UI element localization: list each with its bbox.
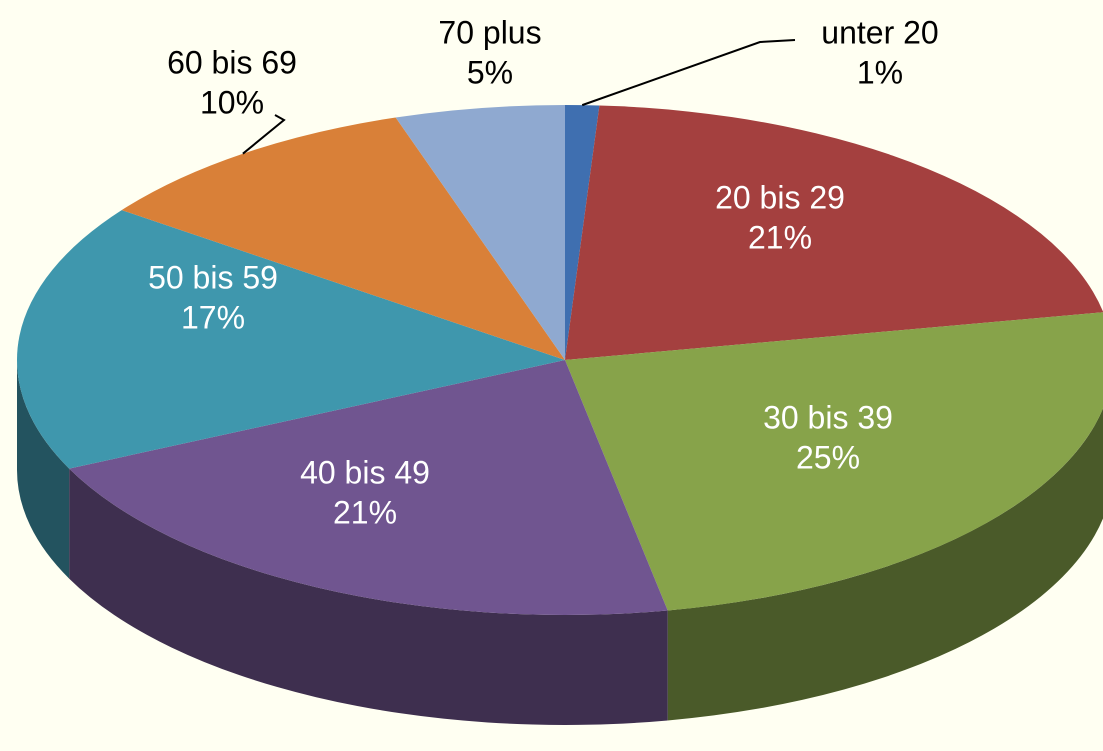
slice <box>565 105 600 360</box>
slice-label: 40 bis 49 <box>300 454 430 490</box>
slice-value-label: 21% <box>748 219 812 255</box>
slice <box>16 210 566 469</box>
slice-side <box>667 408 1103 721</box>
leader-line <box>581 39 796 107</box>
slice-side <box>17 360 70 579</box>
slice <box>121 117 565 360</box>
slice-value-label: 1% <box>857 54 903 90</box>
slice-label: 20 bis 29 <box>715 179 845 215</box>
slice <box>69 360 668 616</box>
slice-value-label: 21% <box>333 494 397 530</box>
leader-line <box>242 114 286 155</box>
slice-label: unter 20 <box>821 14 938 50</box>
slice-value-label: 5% <box>467 54 513 90</box>
slice <box>395 105 565 360</box>
slice-value-label: 25% <box>796 439 860 475</box>
slice-label: 70 plus <box>438 14 541 50</box>
slice-value-label: 10% <box>200 84 264 120</box>
slice-label: 30 bis 39 <box>763 399 893 435</box>
slice-label: 60 bis 69 <box>167 44 297 80</box>
slice-side <box>69 468 668 726</box>
slice <box>565 312 1103 611</box>
slice <box>565 105 1103 360</box>
slice-value-label: 17% <box>181 299 245 335</box>
slice-label: 50 bis 59 <box>148 259 278 295</box>
